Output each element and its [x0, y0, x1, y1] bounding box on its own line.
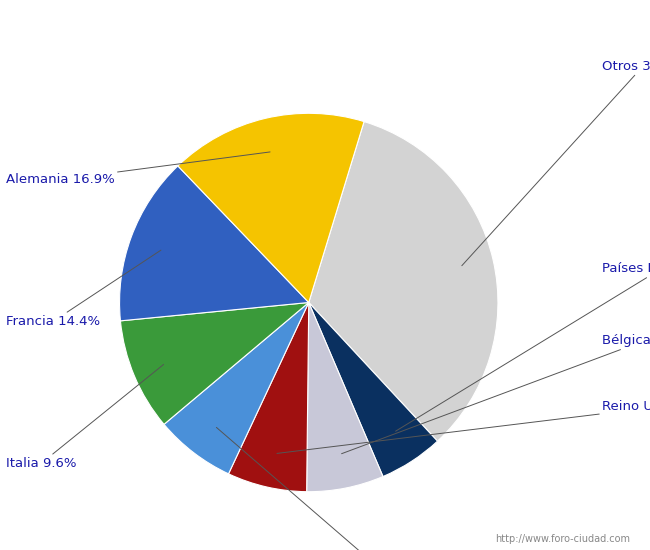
Wedge shape [120, 166, 309, 321]
Text: Alemania 16.9%: Alemania 16.9% [6, 152, 270, 186]
Text: Almenara - Turistas extranjeros según país - Abril de 2024: Almenara - Turistas extranjeros según pa… [91, 25, 559, 41]
Wedge shape [307, 302, 383, 492]
Wedge shape [164, 302, 309, 474]
Wedge shape [309, 122, 498, 441]
Text: Reino Unido 6.8%: Reino Unido 6.8% [277, 400, 650, 453]
Text: http://www.foro-ciudad.com: http://www.foro-ciudad.com [495, 535, 630, 544]
Wedge shape [309, 302, 437, 476]
Text: Otros 33.4%: Otros 33.4% [462, 59, 650, 266]
Wedge shape [229, 302, 309, 492]
Wedge shape [120, 302, 309, 425]
Text: Países Bajos 5.5%: Países Bajos 5.5% [396, 262, 650, 431]
Wedge shape [178, 113, 364, 303]
Text: Italia 9.6%: Italia 9.6% [6, 365, 164, 470]
Text: Francia 14.4%: Francia 14.4% [6, 250, 161, 328]
Text: Bélgica 6.6%: Bélgica 6.6% [341, 334, 650, 454]
Text: Polonia 6.9%: Polonia 6.9% [216, 427, 432, 550]
